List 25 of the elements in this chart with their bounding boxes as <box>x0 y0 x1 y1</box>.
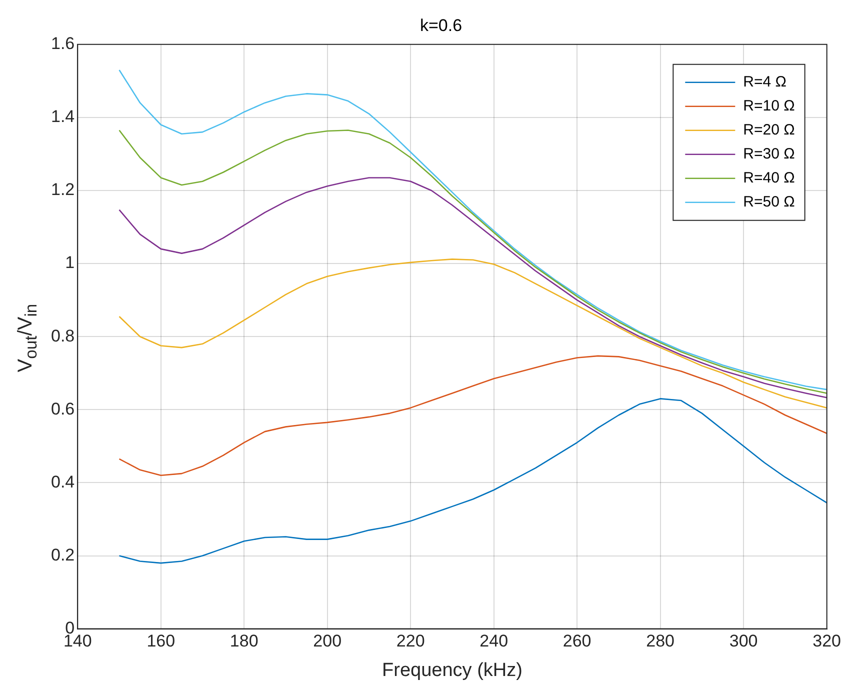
x-tick-label: 240 <box>480 632 508 651</box>
y-tick-label: 0.8 <box>50 326 75 346</box>
y-tick-label: 0.4 <box>50 472 75 492</box>
legend-label: R=4 Ω <box>743 74 786 91</box>
legend-label: R=30 Ω <box>743 146 795 163</box>
legend-label: R=40 Ω <box>743 170 795 187</box>
x-tick-label: 300 <box>729 632 758 651</box>
y-tick-label: 0.6 <box>50 399 75 418</box>
y-tick-label: 1.6 <box>50 34 75 54</box>
x-tick-label: 280 <box>646 632 675 651</box>
legend-label: R=20 Ω <box>743 122 795 139</box>
x-tick-label: 200 <box>313 632 342 651</box>
x-axis-title: Frequency (kHz) <box>382 660 522 681</box>
y-tick-label: 1 <box>65 253 75 272</box>
y-tick-label: 0.2 <box>50 545 75 564</box>
x-tick-label: 320 <box>812 632 842 651</box>
chart-title: k=0.6 <box>420 16 462 35</box>
legend-label: R=10 Ω <box>743 98 795 115</box>
x-tick-label: 220 <box>396 632 425 651</box>
legend-label: R=50 Ω <box>743 194 795 211</box>
x-tick-label: 180 <box>230 632 258 651</box>
x-tick-label: 260 <box>562 632 592 651</box>
y-tick-label: 1.2 <box>50 180 75 200</box>
y-tick-label: 1.4 <box>50 107 75 126</box>
x-tick-label: 160 <box>146 632 176 651</box>
